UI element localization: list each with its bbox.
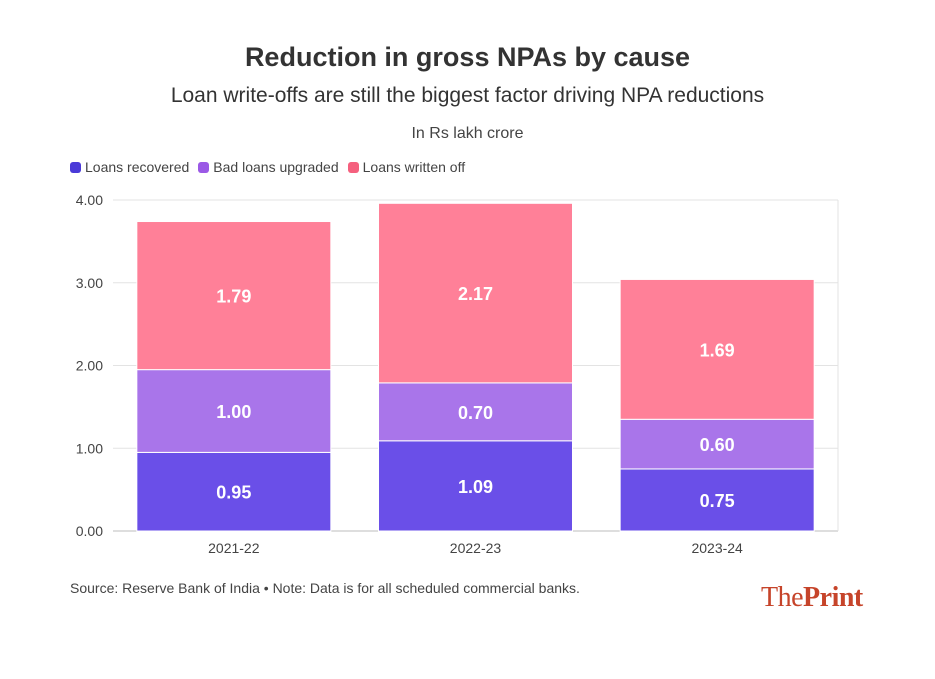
- bar-2023-24-1: [619, 418, 815, 470]
- chart-title: Reduction in gross NPAs by cause: [244, 42, 691, 72]
- y-tick-label-0: 0.00: [76, 523, 103, 539]
- y-tick-label-2: 2.00: [76, 358, 103, 374]
- data-label-2023-24-1: 0.60: [700, 435, 735, 455]
- legend-item-bad-loans-upgraded: Bad loans upgraded: [198, 159, 339, 175]
- x-tick-label-0: 2021-22: [208, 540, 260, 556]
- legend-label-loans-recovered: Loans recovered: [85, 159, 190, 175]
- data-label-2022-23-0: 1.09: [458, 477, 493, 497]
- logo-print: Print: [803, 582, 863, 613]
- y-tick-label-4: 4.00: [76, 192, 103, 208]
- bar-2021-22-2: [136, 221, 332, 371]
- chart-subtitle: Loan write-offs are still the biggest fa…: [170, 84, 765, 107]
- y-tick-label-1: 1.00: [76, 440, 103, 456]
- legend-swatch-loans-written-off: [347, 161, 359, 173]
- legend-item-loans-recovered: Loans recovered: [70, 159, 189, 175]
- bar-2021-22-1: [136, 369, 332, 453]
- data-label-2021-22-0: 0.95: [216, 483, 251, 503]
- legend-label-loans-written-off: Loans written off: [362, 159, 466, 175]
- data-label-2021-22-2: 1.79: [216, 287, 251, 307]
- x-tick-label-1: 2022-23: [450, 540, 502, 556]
- data-label-2023-24-0: 0.75: [700, 491, 735, 511]
- data-label-2022-23-2: 2.17: [458, 284, 493, 304]
- legend-item-loans-written-off: Loans written off: [347, 159, 466, 175]
- logo-the: The: [761, 582, 804, 613]
- legend: Loans recovered Bad loans upgraded Loans…: [70, 159, 465, 175]
- legend-label-bad-loans-upgraded: Bad loans upgraded: [213, 159, 339, 175]
- bar-2022-23-0: [378, 440, 573, 532]
- data-label-2023-24-2: 1.69: [700, 340, 735, 360]
- legend-swatch-bad-loans-upgraded: [198, 161, 210, 173]
- bar-2022-23-1: [378, 382, 573, 442]
- unit-note: In Rs lakh crore: [411, 125, 524, 142]
- theprint-logo: ThePrint: [761, 582, 863, 614]
- y-tick-label-3: 3.00: [76, 275, 103, 291]
- bar-2021-22-0: [136, 451, 332, 532]
- legend-swatch-loans-recovered: [70, 161, 81, 173]
- source-note: Source: Reserve Bank of India • Note: Da…: [70, 580, 580, 596]
- bar-2023-24-2: [619, 278, 815, 420]
- x-tick-label-2: 2023-24: [691, 540, 743, 556]
- data-label-2021-22-1: 1.00: [216, 402, 251, 422]
- data-label-2022-23-1: 0.70: [458, 403, 493, 423]
- bar-2022-23-2: [378, 202, 573, 384]
- bar-2023-24-0: [619, 468, 815, 532]
